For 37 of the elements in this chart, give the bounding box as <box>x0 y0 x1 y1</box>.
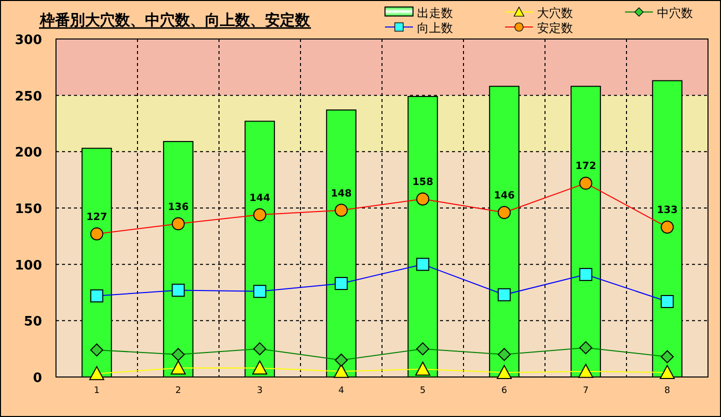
legend-label: 出走数 <box>417 6 453 20</box>
data-label: 146 <box>494 190 515 202</box>
legend-label: 中穴数 <box>657 6 693 20</box>
x-tick-label: 6 <box>501 386 508 396</box>
point <box>578 364 594 378</box>
x-tick-label: 3 <box>256 386 263 396</box>
data-label: 133 <box>656 205 678 216</box>
y-tick-label: 200 <box>14 146 42 161</box>
legend-label: 大穴数 <box>537 6 573 20</box>
data-label: 136 <box>168 202 189 213</box>
point <box>496 364 512 379</box>
point <box>660 364 675 379</box>
y-tick-label: 300 <box>14 33 42 48</box>
y-tick-label: 100 <box>14 258 42 274</box>
x-tick-label: 1 <box>94 386 100 396</box>
x-tick-label: 8 <box>664 386 670 396</box>
point <box>170 360 186 374</box>
legend-label: 向上数 <box>417 21 453 35</box>
chart-title: 枠番別大穴数、中穴数、向上数、安定数 <box>39 11 311 29</box>
x-tick-label: 5 <box>420 386 426 396</box>
x-tick-label: 4 <box>338 386 344 396</box>
y-tick-label: 0 <box>32 371 42 386</box>
data-label: 148 <box>330 188 352 200</box>
data-label: 158 <box>412 176 434 188</box>
y-tick-label: 50 <box>24 314 42 330</box>
point <box>334 364 349 378</box>
point <box>252 360 268 374</box>
data-label: 144 <box>249 192 270 204</box>
data-label: 127 <box>86 212 108 223</box>
x-tick-label: 7 <box>582 386 589 396</box>
legend-label: 安定数 <box>537 21 573 35</box>
point <box>89 366 104 380</box>
y-tick-label: 250 <box>14 89 42 104</box>
point <box>415 362 430 376</box>
y-tick-label: 150 <box>14 202 42 217</box>
x-tick-label: 2 <box>175 386 182 396</box>
data-label: 172 <box>575 161 596 172</box>
